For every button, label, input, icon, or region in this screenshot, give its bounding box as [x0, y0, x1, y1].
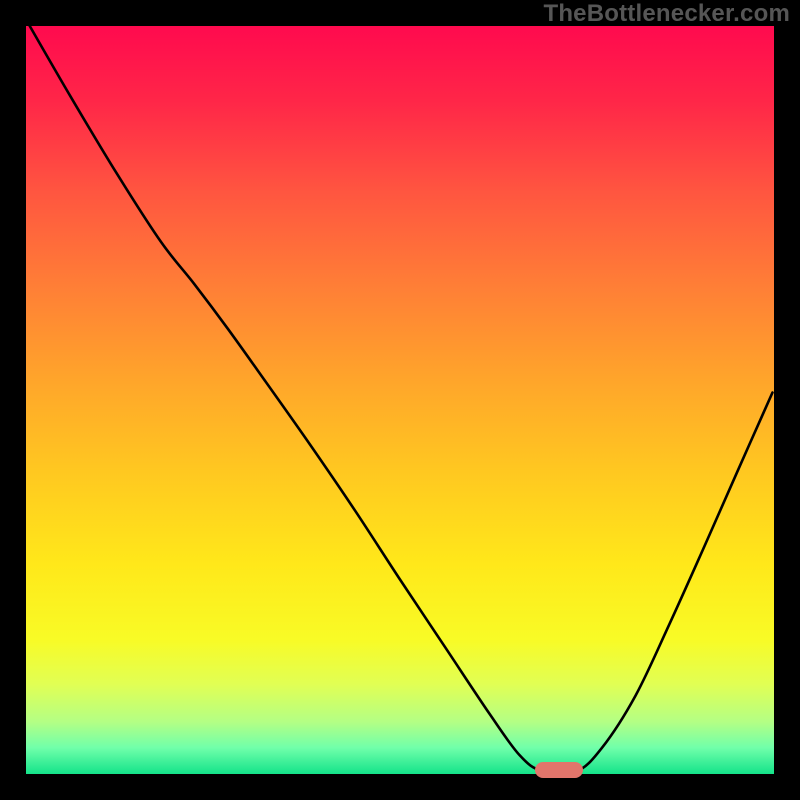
- optimal-marker: [535, 762, 583, 778]
- bottleneck-curve: [26, 26, 774, 774]
- plot-area: [26, 26, 774, 774]
- chart-frame: TheBottlenecker.com: [0, 0, 800, 800]
- watermark-text: TheBottlenecker.com: [543, 0, 790, 28]
